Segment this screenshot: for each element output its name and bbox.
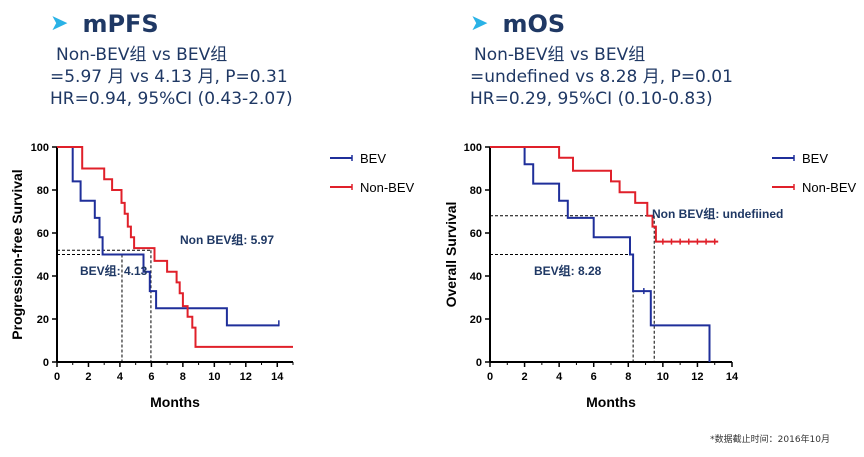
os-km-chart: 0 20 40 60 80 100 0 2 4 6 8 10 12 14 Months Overall Sur… [443, 142, 857, 410]
x-tick-label: 6 [591, 371, 597, 383]
y-tick-label: 80 [37, 185, 49, 197]
y-tick-label: 40 [37, 271, 49, 283]
y-tick-label: 100 [464, 142, 482, 154]
x-tick-label: 2 [522, 371, 528, 383]
right-info-line1: Non-BEV组 vs BEV组 [474, 45, 646, 65]
x-tick-label: 10 [208, 371, 220, 383]
left-info-line2: =5.97 月 vs 4.13 月, P=0.31 [50, 67, 288, 87]
left-info-line1: Non-BEV组 vs BEV组 [56, 45, 228, 65]
median-annotation: Non BEV组: undefiined [652, 206, 783, 221]
legend-label: BEV [802, 151, 828, 166]
x-tick-label: 8 [625, 371, 631, 383]
right-info-line3: HR=0.29, 95%CI (0.10-0.83) [470, 89, 713, 109]
x-tick-label: 10 [657, 371, 669, 383]
y-tick-label: 60 [37, 228, 49, 240]
legend-label: BEV [360, 151, 386, 166]
x-tick-label: 6 [148, 371, 154, 383]
x-tick-label: 2 [85, 371, 91, 383]
left-title: mPFS [82, 10, 159, 38]
km-line-bev [57, 146, 279, 327]
x-tick-label: 14 [726, 371, 739, 383]
right-header: ➤ mOS Non-BEV组 vs BEV组 =undefined vs 8.2… [470, 10, 733, 110]
legend-label: Non-BEV [360, 180, 415, 195]
y-tick-label: 80 [470, 185, 482, 197]
median-annotation: BEV组: 4.13 [80, 263, 148, 278]
y-tick-label: 60 [470, 228, 482, 240]
left-header: ➤ mPFS Non-BEV组 vs BEV组 =5.97 月 vs 4.13 … [50, 10, 293, 110]
km-line-non-bev [490, 146, 719, 243]
x-tick-label: 0 [487, 371, 493, 383]
x-tick-label: 4 [117, 371, 124, 383]
y-tick-label: 20 [37, 314, 49, 326]
x-tick-label: 12 [240, 371, 252, 383]
arrow-bullet-icon: ➤ [470, 11, 489, 36]
right-info-line2: =undefined vs 8.28 月, P=0.01 [470, 67, 733, 87]
y-tick-label: 100 [31, 142, 49, 154]
y-tick-label: 20 [470, 314, 482, 326]
median-annotation: Non BEV组: 5.97 [180, 232, 274, 247]
right-title: mOS [502, 10, 566, 38]
footnote: *数据截止时间：2016年10月 [710, 435, 830, 445]
left-info-line3: HR=0.94, 95%CI (0.43-2.07) [50, 89, 293, 109]
left-title-row: ➤ mPFS [50, 10, 293, 38]
x-axis-label: Months [150, 394, 200, 410]
x-tick-label: 14 [271, 371, 284, 383]
y-tick-label: 0 [43, 357, 49, 369]
y-tick-label: 40 [470, 271, 482, 283]
x-tick-label: 8 [180, 371, 186, 383]
x-tick-label: 12 [691, 371, 703, 383]
legend-label: Non-BEV [802, 180, 857, 195]
x-axis-label: Months [586, 394, 636, 410]
x-tick-label: 4 [556, 371, 563, 383]
median-annotation: BEV组: 8.28 [534, 263, 602, 278]
y-axis-label: Progression-free Survival [9, 169, 25, 339]
km-line-non-bev [57, 146, 293, 348]
arrow-bullet-icon: ➤ [50, 11, 69, 36]
km-line-bev [490, 146, 711, 362]
right-title-row: ➤ mOS [470, 10, 733, 38]
y-tick-label: 0 [476, 357, 482, 369]
y-axis-label: Overall Survival [443, 202, 459, 308]
x-tick-label: 0 [54, 371, 60, 383]
pfs-km-chart: 0 20 40 60 80 100 0 2 4 6 8 10 12 14 Months Progression… [9, 142, 415, 410]
